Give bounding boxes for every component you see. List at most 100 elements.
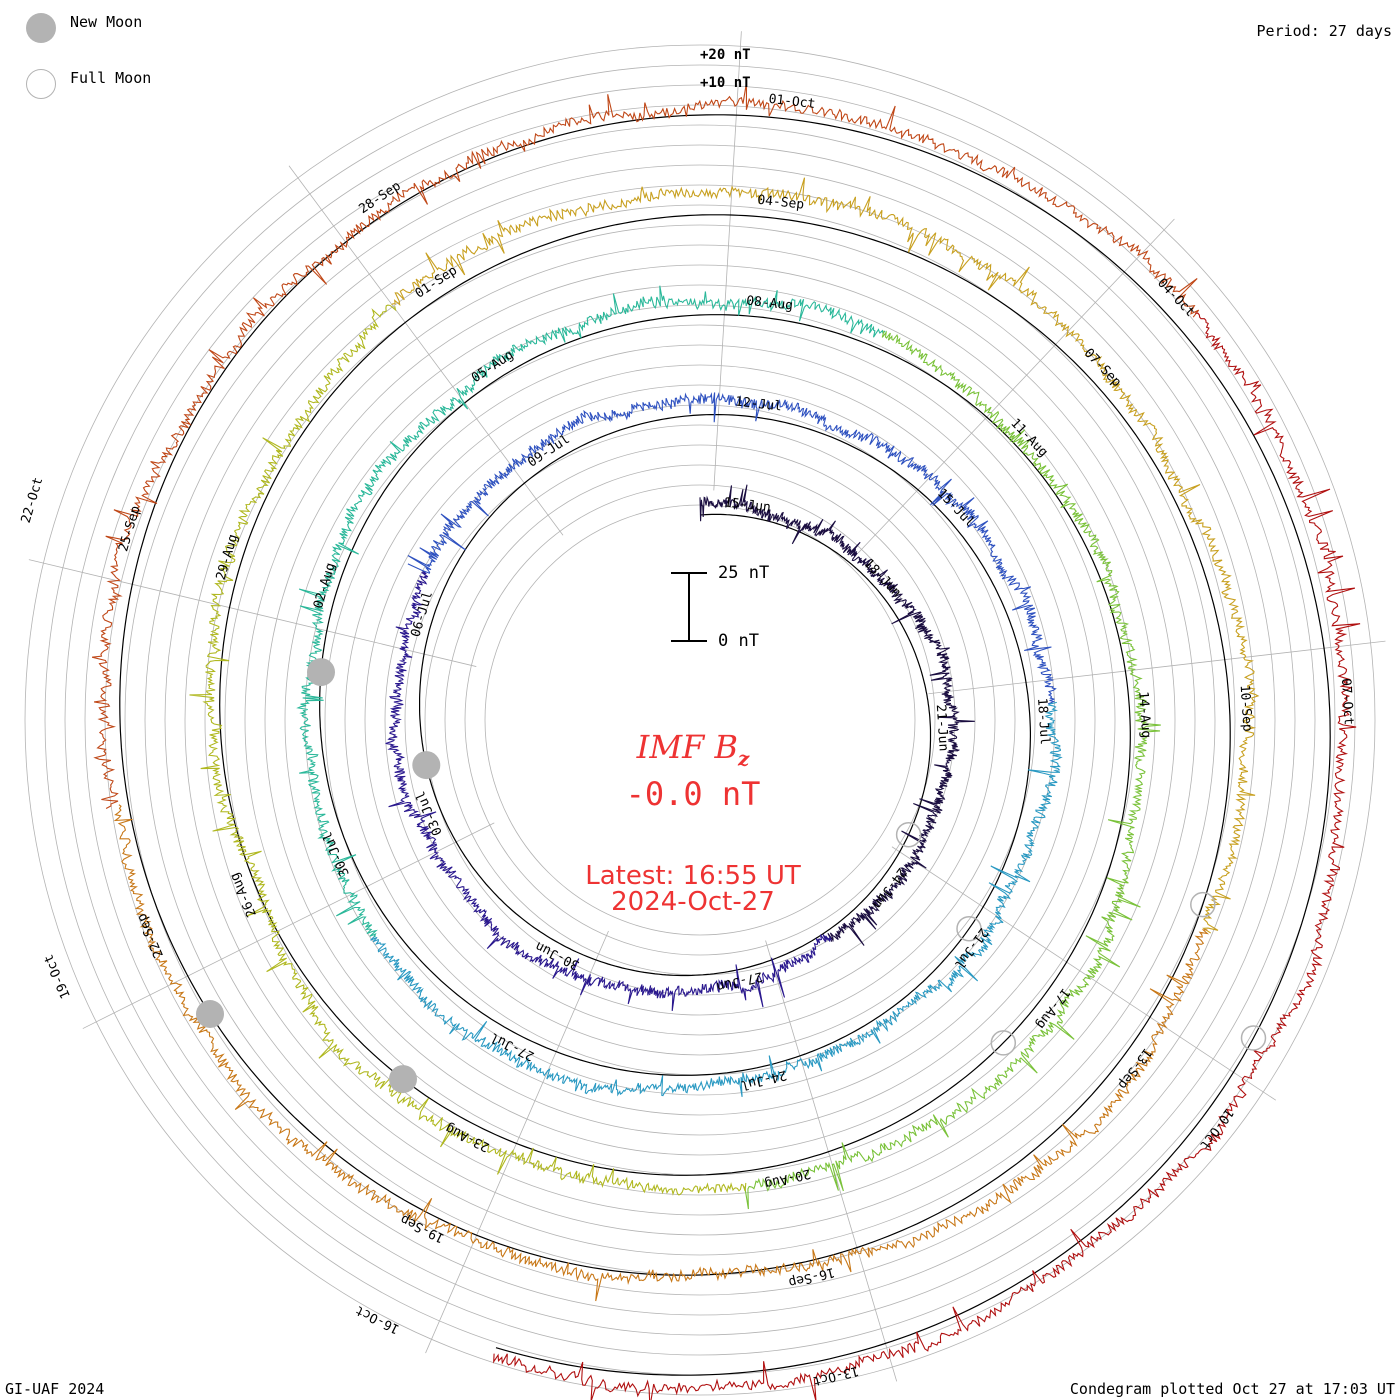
period-label: Period: 27 days	[1256, 22, 1392, 40]
date-spoke	[857, 218, 1175, 554]
date-spoke	[891, 846, 1277, 1101]
grid-ring	[44, 64, 1356, 1376]
date-spoke	[928, 640, 1386, 695]
date-label: 16-Sep	[787, 1264, 836, 1290]
scale-bar-top-label: 25 nT	[718, 563, 770, 583]
date-label: 22-Sep	[134, 911, 167, 960]
date-label: 07-Oct	[1338, 678, 1356, 726]
date-label: 10-Oct	[1196, 1105, 1236, 1152]
bz-series-line	[385, 569, 832, 1011]
full-moon-marker	[956, 915, 982, 942]
scale-bar-bottom-tick	[671, 640, 707, 642]
grid-ring	[224, 244, 1176, 1196]
center-title-subscript: z	[737, 746, 750, 771]
latest-date: 2024-Oct-27	[611, 887, 775, 917]
date-label: 15-Jul	[934, 486, 977, 530]
bz-series-line	[744, 330, 1161, 1210]
grid-ring	[404, 424, 996, 1016]
date-spoke	[713, 31, 742, 491]
latest-time: Latest: 16:55 UT	[585, 861, 801, 891]
new-moon-marker	[196, 1000, 224, 1028]
full-moon-marker	[1190, 891, 1216, 918]
scale-bar-bottom-label: 0 nT	[718, 631, 759, 651]
bz-series-line	[370, 701, 1063, 1097]
credit-label: GI-UAF 2024	[5, 1380, 105, 1398]
bz-series-line	[493, 312, 1361, 1400]
date-spoke	[288, 165, 564, 536]
grid-ring	[64, 84, 1336, 1356]
date-spoke	[28, 559, 477, 667]
date-spoke	[425, 930, 609, 1354]
grid-ring	[384, 404, 1016, 1036]
date-label: 12-Jul	[734, 394, 782, 414]
date-label: 19-Sep	[398, 1211, 447, 1245]
bz-series-line	[91, 82, 1200, 809]
bz-series-line	[407, 392, 1057, 705]
grid-ring	[144, 164, 1256, 1276]
bz-series-line	[391, 177, 1260, 934]
grid-ring	[204, 224, 1196, 1216]
bz-series-line	[189, 304, 747, 1196]
scale-bar	[688, 573, 690, 641]
date-label: 13-Oct	[811, 1363, 860, 1389]
date-label: 23-Aug	[443, 1120, 492, 1154]
grid-ring	[84, 104, 1316, 1336]
date-label: 06-Jul	[408, 590, 436, 639]
date-label: 10-Sep	[1237, 684, 1255, 732]
date-label: 14-Aug	[1135, 691, 1153, 739]
full-moon-marker	[1240, 1025, 1267, 1051]
date-label: 16-Oct	[353, 1302, 402, 1336]
date-spoke	[765, 940, 898, 1382]
grid-ring	[184, 204, 1216, 1236]
full-moon-marker	[895, 821, 922, 848]
date-label: 13-Sep	[1114, 1045, 1154, 1092]
date-label: 04-Oct	[1154, 276, 1197, 320]
center-title-main: IMF B	[636, 728, 738, 766]
date-label: 08-Aug	[745, 294, 793, 314]
bz-series-line	[113, 804, 1210, 1302]
grid-ring	[104, 124, 1296, 1316]
series-layer	[91, 82, 1361, 1400]
bz-series-line	[699, 484, 975, 946]
current-value: -0.0 nT	[625, 775, 761, 813]
date-label: 05-Aug	[469, 347, 516, 386]
bz-series-line	[296, 285, 886, 938]
date-label: 01-Oct	[768, 92, 816, 112]
moon-layer	[196, 658, 1267, 1094]
full-moon-legend-label: Full Moon	[70, 69, 152, 87]
date-label: 15-Jun	[723, 495, 771, 515]
date-label: 02-Aug	[311, 561, 339, 610]
date-label: 18-Jul	[1034, 697, 1052, 745]
new-moon-marker	[389, 1065, 417, 1094]
full-moon-legend-icon	[26, 69, 56, 99]
grid-layer	[24, 44, 1376, 1396]
date-spoke	[82, 822, 495, 1029]
grid-ring	[304, 324, 1096, 1116]
date-label: 07-Sep	[1081, 346, 1124, 390]
center-title: IMF Bz	[0, 728, 1386, 770]
grid-ring	[284, 304, 1116, 1136]
new-moon-marker	[307, 658, 335, 687]
date-label: 04-Sep	[757, 193, 805, 213]
grid-ring	[324, 344, 1076, 1096]
grid-ring	[264, 284, 1136, 1156]
full-moon-marker	[990, 1030, 1017, 1056]
spiral-baseline	[119, 114, 1331, 1376]
ring-scale-20-label: +20 nT	[700, 47, 751, 63]
ring-scale-10-label: +10 nT	[700, 75, 751, 91]
baseline-layer	[119, 114, 1331, 1376]
grid-ring	[164, 184, 1236, 1256]
grid-ring	[364, 384, 1036, 1056]
date-label: 22-Oct	[19, 476, 47, 525]
plotted-label: Condegram plotted Oct 27 at 17:03 UT	[1069, 1380, 1395, 1398]
grid-ring	[124, 144, 1276, 1296]
grid-ring	[24, 44, 1376, 1396]
date-label: 30-Jun	[533, 938, 582, 972]
date-label: 24-Jul	[739, 1067, 788, 1093]
new-moon-legend-icon	[26, 13, 56, 43]
date-label: 17-Aug	[1033, 985, 1073, 1032]
scale-bar-top-tick	[671, 572, 707, 574]
new-moon-marker	[412, 751, 441, 780]
